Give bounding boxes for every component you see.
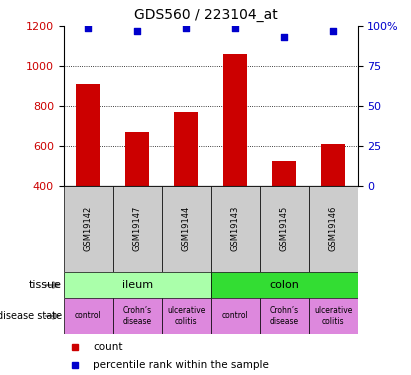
Bar — [64, 186, 113, 272]
Text: GSM19142: GSM19142 — [84, 206, 93, 251]
Bar — [64, 272, 210, 298]
Text: ulcerative
colitis: ulcerative colitis — [167, 306, 206, 326]
Bar — [309, 298, 358, 334]
Bar — [113, 298, 162, 334]
Bar — [309, 186, 358, 272]
Bar — [125, 132, 150, 186]
Text: count: count — [93, 342, 122, 352]
Point — [232, 25, 238, 31]
Text: disease state: disease state — [0, 311, 62, 321]
Bar — [260, 298, 309, 334]
Text: ileum: ileum — [122, 280, 153, 290]
Bar — [210, 298, 260, 334]
Bar — [162, 186, 211, 272]
Text: Crohn’s
disease: Crohn’s disease — [122, 306, 152, 326]
Point — [183, 25, 189, 31]
Point — [85, 25, 92, 31]
Bar — [223, 54, 247, 186]
Point — [134, 28, 141, 34]
Bar — [210, 186, 260, 272]
Point — [281, 34, 287, 40]
Text: GSM19144: GSM19144 — [182, 206, 191, 251]
Text: Crohn’s
disease: Crohn’s disease — [270, 306, 299, 326]
Text: control: control — [222, 311, 249, 320]
Text: GSM19147: GSM19147 — [133, 206, 142, 251]
Text: percentile rank within the sample: percentile rank within the sample — [93, 360, 269, 370]
Bar — [210, 272, 358, 298]
Bar — [174, 112, 199, 186]
Text: tissue: tissue — [29, 280, 62, 290]
Bar — [321, 144, 345, 186]
Bar — [76, 84, 100, 186]
Text: control: control — [75, 311, 102, 320]
Text: GSM19146: GSM19146 — [328, 206, 337, 251]
Text: GDS560 / 223104_at: GDS560 / 223104_at — [134, 8, 277, 22]
Bar — [113, 186, 162, 272]
Bar — [162, 298, 211, 334]
Text: GSM19143: GSM19143 — [231, 206, 240, 251]
Bar — [260, 186, 309, 272]
Text: colon: colon — [269, 280, 299, 290]
Bar — [272, 161, 296, 186]
Text: GSM19145: GSM19145 — [279, 206, 289, 251]
Bar — [64, 298, 113, 334]
Point — [330, 28, 336, 34]
Text: ulcerative
colitis: ulcerative colitis — [314, 306, 352, 326]
